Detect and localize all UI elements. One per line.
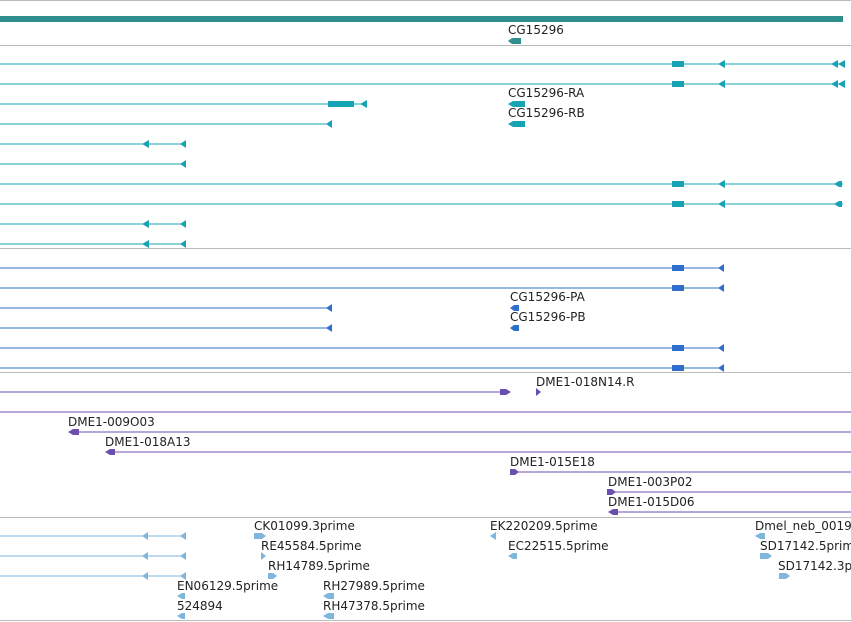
clone-row[interactable] — [68, 429, 851, 435]
transcript-row[interactable] — [0, 160, 186, 168]
protein-feature-pa[interactable] — [510, 305, 519, 311]
transcript-label-ra[interactable]: CG15296-RA — [508, 86, 585, 100]
gene-track: CG15296 — [0, 16, 843, 44]
transcript-label-rb[interactable]: CG15296-RB — [508, 106, 585, 120]
gene-feature-cg15296[interactable] — [508, 38, 521, 44]
est-label-sd17142-5[interactable]: SD17142.5prim — [760, 539, 851, 553]
clone-label-003p02[interactable]: DME1-003P02 — [608, 475, 693, 489]
est-label-ck01099[interactable]: CK01099.3prime — [254, 519, 355, 533]
clone-label-015e18[interactable]: DME1-015E18 — [510, 455, 595, 469]
protein-label-pa[interactable]: CG15296-PA — [510, 290, 586, 304]
protein-track: CG15296-PA CG15296-PB — [0, 264, 724, 372]
est-feature-sd17142-5[interactable] — [760, 553, 772, 559]
clone-row[interactable] — [0, 389, 511, 395]
transcript-row[interactable] — [0, 240, 186, 248]
gene-span-bar[interactable] — [0, 16, 843, 22]
transcript-feature-ra[interactable] — [508, 101, 525, 107]
transcript-row[interactable] — [0, 200, 843, 208]
est-label-dmel-neb[interactable]: Dmel_neb_0019 — [755, 519, 851, 533]
protein-row[interactable] — [0, 284, 724, 292]
clone-track: DME1-018N14.R DME1-009O03 DME1-018A13 DM… — [0, 375, 851, 515]
clone-row[interactable] — [105, 449, 851, 455]
protein-feature-pb[interactable] — [510, 325, 519, 331]
est-label-ec22515[interactable]: EC22515.5prime — [508, 539, 609, 553]
est-label-rh14789[interactable]: RH14789.5prime — [268, 559, 370, 573]
est-label-re45584[interactable]: RE45584.5prime — [261, 539, 362, 553]
transcript-row[interactable] — [0, 220, 186, 228]
clone-row[interactable] — [607, 489, 851, 495]
est-label-sd17142-3[interactable]: SD17142.3prim — [778, 559, 851, 573]
est-row[interactable] — [0, 552, 186, 560]
protein-row[interactable] — [0, 324, 332, 332]
est-feature-ek220209[interactable] — [490, 532, 496, 540]
clone-label-009o03[interactable]: DME1-009O03 — [68, 415, 155, 429]
est-feature-dmel-neb[interactable] — [755, 533, 765, 539]
protein-row[interactable] — [0, 264, 724, 272]
est-label-ek220209[interactable]: EK220209.5prime — [490, 519, 598, 533]
clone-label-018n14[interactable]: DME1-018N14.R — [536, 375, 634, 389]
transcript-feature-rb[interactable] — [508, 121, 525, 127]
clone-label-015d06[interactable]: DME1-015D06 — [608, 495, 695, 509]
est-feature-sd17142-3[interactable] — [779, 573, 790, 579]
est-feature-rh27989[interactable] — [323, 593, 334, 599]
est-row[interactable] — [0, 532, 186, 540]
est-feature-ec22515[interactable] — [508, 553, 517, 559]
clone-label-018a13[interactable]: DME1-018A13 — [105, 435, 191, 449]
est-feature-re45584[interactable] — [261, 552, 266, 560]
protein-row[interactable] — [0, 364, 724, 372]
protein-row[interactable] — [0, 344, 724, 352]
transcript-row[interactable] — [0, 140, 186, 148]
est-row[interactable] — [0, 572, 186, 580]
est-feature-ck01099[interactable] — [254, 533, 266, 539]
transcript-row[interactable] — [0, 180, 843, 188]
clone-row[interactable] — [608, 509, 851, 515]
est-label-en06129[interactable]: EN06129.5prime — [177, 579, 278, 593]
transcript-row[interactable] — [0, 80, 845, 88]
transcript-row[interactable] — [0, 120, 332, 128]
est-label-rh27989[interactable]: RH27989.5prime — [323, 579, 425, 593]
transcript-track: CG15296-RA CG15296-RB — [0, 60, 845, 248]
transcript-row[interactable] — [0, 60, 845, 68]
clone-feature-018n14[interactable] — [536, 388, 541, 396]
clone-row[interactable] — [510, 469, 851, 475]
protein-row[interactable] — [0, 304, 332, 312]
est-feature-en06129[interactable] — [177, 593, 185, 599]
gene-label-cg15296[interactable]: CG15296 — [508, 23, 564, 37]
transcript-row[interactable] — [0, 100, 367, 108]
est-label-rh47378[interactable]: RH47378.5prime — [323, 599, 425, 613]
est-feature-524894[interactable] — [177, 613, 185, 619]
protein-label-pb[interactable]: CG15296-PB — [510, 310, 586, 324]
est-track: CK01099.3prime RE45584.5prime RH14789.5p… — [0, 519, 851, 619]
est-feature-rh14789[interactable] — [268, 573, 277, 579]
est-feature-rh47378[interactable] — [323, 613, 334, 619]
est-label-524894[interactable]: 524894 — [177, 599, 223, 613]
